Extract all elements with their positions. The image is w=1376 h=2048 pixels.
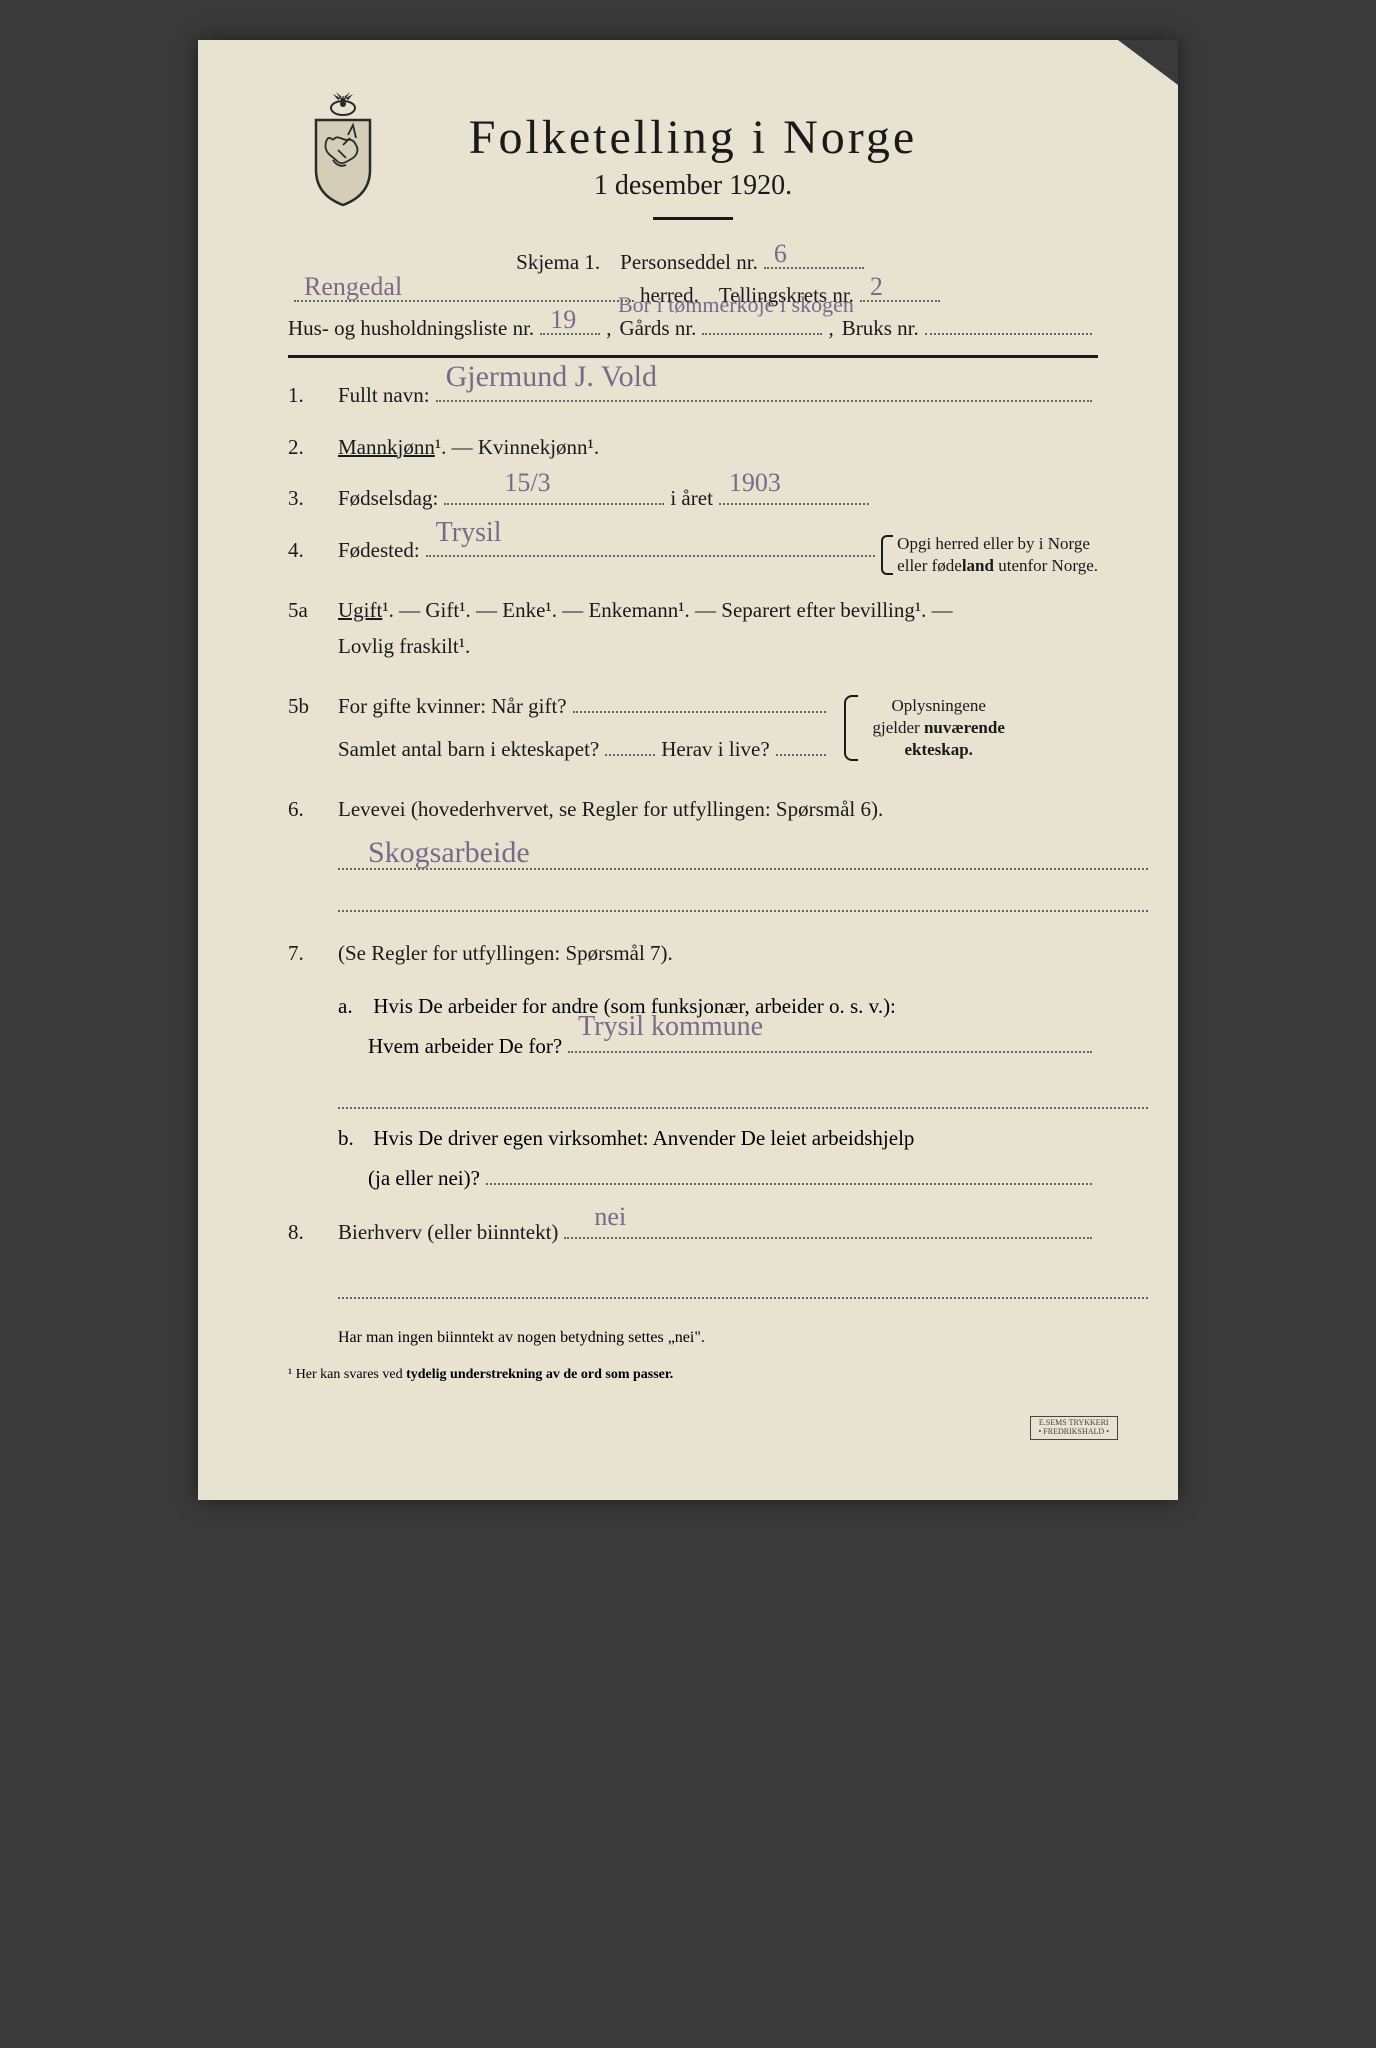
q7a-value: Trysil kommune	[578, 1000, 763, 1053]
q3: 3. Fødselsdag: 15/3 i året 1903	[288, 481, 1098, 517]
form-title: Folketelling i Norge	[288, 110, 1098, 165]
header-rule	[288, 355, 1098, 358]
census-form-page: Folketelling i Norge 1 desember 1920. Sk…	[198, 40, 1178, 1500]
header: Folketelling i Norge 1 desember 1920.	[288, 110, 1098, 220]
gards-label: Gårds nr.	[619, 316, 696, 341]
q6-line1: Skogsarbeide	[338, 846, 1148, 870]
q7-label: (Se Regler for utfyllingen: Spørsmål 7).	[338, 936, 1098, 972]
q3-label: Fødselsdag:	[338, 481, 438, 517]
q4-value: Trysil	[436, 509, 502, 557]
norwegian-coat-of-arms	[298, 90, 388, 210]
q5b: 5b For gifte kvinner: Når gift? Samlet a…	[288, 681, 1098, 776]
q4-note-line1: Opgi herred eller by i Norge	[897, 533, 1098, 555]
tellingskrets-nr: 2	[870, 272, 883, 302]
q5b-line2a: Samlet antal barn i ekteskapet?	[338, 732, 599, 768]
q2: 2. Mannkjønn¹. — Kvinnekjønn¹.	[288, 430, 1098, 466]
printer-stamp: E.SEMS TRYKKERI • FREDRIKSHALD •	[1030, 1416, 1119, 1440]
personseddel-label: Personseddel nr.	[620, 250, 758, 275]
husliste-line: Hus- og husholdningsliste nr. 19 , Gårds…	[288, 316, 1098, 341]
q7a-extra-line	[338, 1085, 1148, 1109]
q8-value: nei	[594, 1195, 626, 1239]
q7: 7. (Se Regler for utfyllingen: Spørsmål …	[288, 936, 1098, 972]
personseddel-nr: 6	[774, 239, 787, 269]
footnote: ¹ Her kan svares ved tydelig understrekn…	[288, 1367, 1098, 1383]
q8: 8. Bierhverv (eller biinntekt) nei	[288, 1215, 1098, 1251]
q5b-note3: ekteskap.	[904, 740, 972, 759]
q4-note: Opgi herred eller by i Norge eller fødel…	[881, 533, 1098, 577]
q1: 1. Fullt navn: Gjermund J. Vold	[288, 378, 1098, 414]
form-date: 1 desember 1920.	[288, 170, 1098, 202]
bruks-label: Bruks nr.	[842, 316, 919, 341]
q5b-note: Oplysningene gjelder nuværende ekteskap.	[844, 695, 1014, 761]
q7b-line2: (ja eller nei)?	[368, 1159, 480, 1199]
herred-value: Rengedal	[304, 272, 402, 302]
footer-rule-text: Har man ingen biinntekt av nogen betydni…	[338, 1329, 1098, 1347]
q6-value: Skogsarbeide	[368, 836, 530, 870]
q7a-line2: Hvem arbeider De for?	[368, 1027, 562, 1067]
q6-label: Levevei (hovederhvervet, se Regler for u…	[338, 792, 1098, 828]
husliste-label: Hus- og husholdningsliste nr.	[288, 316, 534, 341]
title-divider	[653, 217, 733, 220]
q4: 4. Fødested: Trysil Opgi herred eller by…	[288, 533, 1098, 577]
q7b-line1: Hvis De driver egen virksomhet: Anvender…	[373, 1126, 914, 1150]
gards-annotation: Bor i tømmerkoje i skogen	[618, 292, 854, 318]
q5a: 5a Ugift¹. — Gift¹. — Enke¹. — Enkemann¹…	[288, 593, 1098, 664]
q7b: b. Hvis De driver egen virksomhet: Anven…	[338, 1119, 1098, 1199]
q6-line2	[338, 888, 1148, 912]
husliste-nr: 19	[550, 305, 576, 335]
stamp-line2: • FREDRIKSHALD •	[1039, 1428, 1110, 1437]
q3-year-label: i året	[670, 481, 713, 517]
q3-year: 1903	[729, 461, 781, 505]
q3-day: 15/3	[504, 461, 550, 505]
q8-label: Bierhverv (eller biinntekt)	[338, 1215, 558, 1251]
q5b-label: For gifte kvinner: Når gift?	[338, 689, 567, 725]
skjema-label: Skjema 1.	[516, 250, 600, 275]
q4-label: Fødested:	[338, 533, 420, 569]
q7a: a. Hvis De arbeider for andre (som funks…	[338, 987, 1098, 1067]
q5b-note1: Oplysningene	[864, 695, 1014, 717]
q1-value: Gjermund J. Vold	[446, 351, 657, 402]
skjema-line: Skjema 1. Personseddel nr. 6	[288, 250, 1098, 275]
q1-label: Fullt navn:	[338, 378, 430, 414]
q6: 6. Levevei (hovederhvervet, se Regler fo…	[288, 792, 1098, 828]
q5b-line2b: Herav i live?	[661, 732, 769, 768]
q8-extra-line	[338, 1275, 1148, 1299]
